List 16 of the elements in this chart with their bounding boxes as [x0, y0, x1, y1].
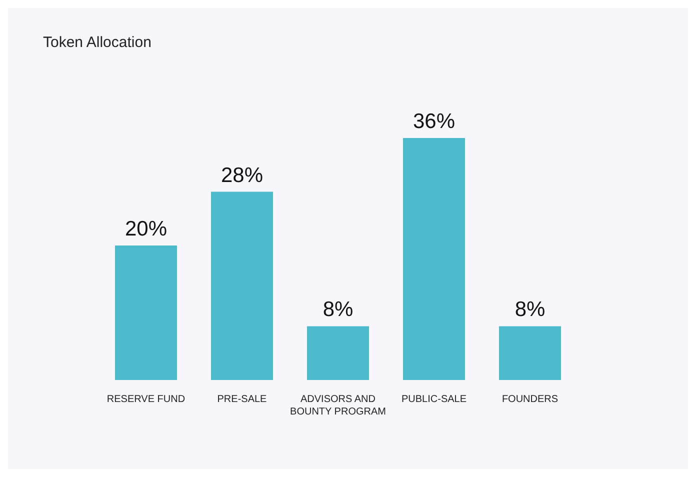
data-label: 8%: [514, 298, 546, 322]
chart-title: Token Allocation: [43, 34, 152, 51]
bar: [403, 138, 465, 380]
data-label: 28%: [220, 164, 264, 187]
x-tick-label: PRE-SALE: [217, 394, 268, 405]
x-tick-label: ADVISORS AND BOUNTY PROGRAM: [290, 394, 386, 418]
bar: [115, 246, 177, 380]
data-label: 36%: [412, 110, 456, 133]
bar: [499, 326, 561, 380]
data-label: 8%: [322, 298, 354, 322]
x-tick-label: PUBLIC-SALE: [401, 394, 467, 405]
x-tick-label: RESERVE FUND: [106, 394, 186, 405]
x-tick-label: FOUNDERS: [502, 394, 558, 405]
bar: [211, 192, 273, 380]
bar: [307, 326, 369, 380]
data-label: 20%: [124, 218, 168, 241]
